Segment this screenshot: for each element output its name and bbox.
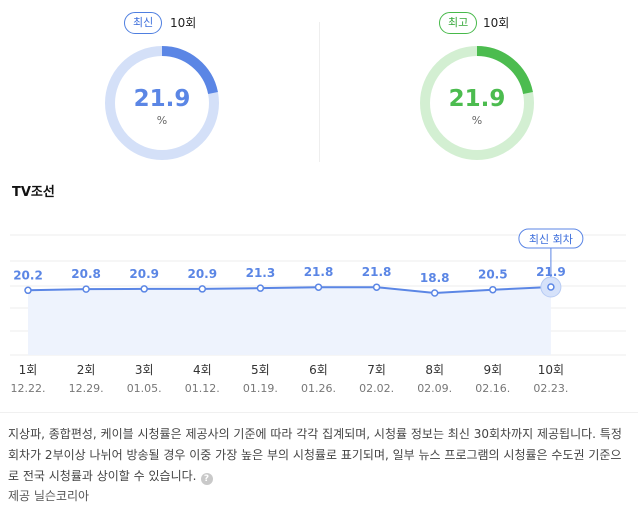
series-area <box>28 287 551 355</box>
rating-trend-chart: 20.2 1회 12.22. 20.8 2회 12.29. 20.9 3회 01.05. 20.9… <box>0 205 638 405</box>
section-divider <box>0 412 638 413</box>
x-tick-episode: 4회 <box>193 363 212 377</box>
best-rating-unit: % <box>471 114 483 127</box>
latest-rating-unit: % <box>156 114 168 127</box>
channel-title: TV조선 <box>12 185 55 200</box>
best-donut-chart: 21.9 % <box>418 44 536 162</box>
x-tick-date: 02.16. <box>475 382 510 395</box>
x-tick-episode: 10회 <box>538 363 564 377</box>
latest-rating-panel: 최신 10회 21.9 % <box>0 0 319 170</box>
data-label: 20.9 <box>187 267 217 281</box>
data-point <box>489 285 497 294</box>
latest-donut-arc <box>105 46 219 160</box>
best-rating-panel: 최고 10회 21.9 % <box>319 0 638 170</box>
data-point <box>372 283 381 291</box>
latest-badge: 최신 <box>124 12 163 34</box>
latest-rating-value: 21.9 <box>133 86 191 112</box>
data-point <box>82 285 90 293</box>
data-point <box>547 283 555 291</box>
data-point <box>24 286 32 295</box>
data-label: 21.8 <box>304 265 334 279</box>
x-tick-episode: 6회 <box>309 363 328 377</box>
data-point <box>140 285 148 293</box>
data-point <box>198 285 207 293</box>
x-tick-date: 01.26. <box>301 382 336 395</box>
x-tick-episode: 7회 <box>367 363 386 377</box>
latest-episode: 10회 <box>170 16 197 30</box>
x-tick-date: 12.22. <box>11 382 46 395</box>
rating-footnote: 지상파, 종합편성, 케이블 시청률은 제공사의 기준에 따라 각각 집계되며,… <box>8 424 628 487</box>
series-line <box>27 286 551 295</box>
question-icon[interactable]: ? <box>200 473 213 485</box>
data-label: 21.3 <box>246 266 276 280</box>
x-tick-episode: 1회 <box>19 363 38 377</box>
x-tick-date: 02.23. <box>533 382 568 395</box>
latest-tag-label: 최신 회차 <box>529 233 573 246</box>
panel-divider <box>319 22 320 162</box>
x-tick-episode: 8회 <box>425 363 444 377</box>
footnote-text: 지상파, 종합편성, 케이블 시청률은 제공사의 기준에 따라 각각 집계되며,… <box>8 427 622 483</box>
data-label: 20.5 <box>478 268 508 282</box>
x-tick-episode: 3회 <box>135 363 154 377</box>
data-point <box>256 284 265 292</box>
x-tick-date: 01.05. <box>127 382 162 395</box>
x-tick-date: 02.09. <box>417 382 452 395</box>
data-source: 제공 닐슨코리아 <box>8 489 90 503</box>
latest-donut-chart: 21.9 % <box>103 44 221 162</box>
data-label: 20.2 <box>13 268 43 282</box>
data-point <box>430 289 439 297</box>
data-label: 21.9 <box>536 265 566 279</box>
data-point <box>314 283 323 291</box>
x-tick-date: 01.12. <box>185 382 220 395</box>
data-label: 20.8 <box>71 267 101 281</box>
data-label: 20.9 <box>129 267 159 281</box>
x-tick-date: 01.19. <box>243 382 278 395</box>
best-badge: 최고 <box>439 12 478 34</box>
best-rating-value: 21.9 <box>448 86 506 112</box>
x-tick-date: 12.29. <box>69 382 104 395</box>
x-tick-episode: 5회 <box>251 363 270 377</box>
best-episode: 10회 <box>483 16 510 30</box>
data-label: 21.8 <box>362 265 392 279</box>
x-tick-episode: 9회 <box>483 363 502 377</box>
x-tick-episode: 2회 <box>77 363 96 377</box>
latest-tag <box>518 228 584 249</box>
best-donut-arc <box>420 46 534 160</box>
data-label: 18.8 <box>420 271 450 285</box>
x-tick-date: 02.02. <box>359 382 394 395</box>
